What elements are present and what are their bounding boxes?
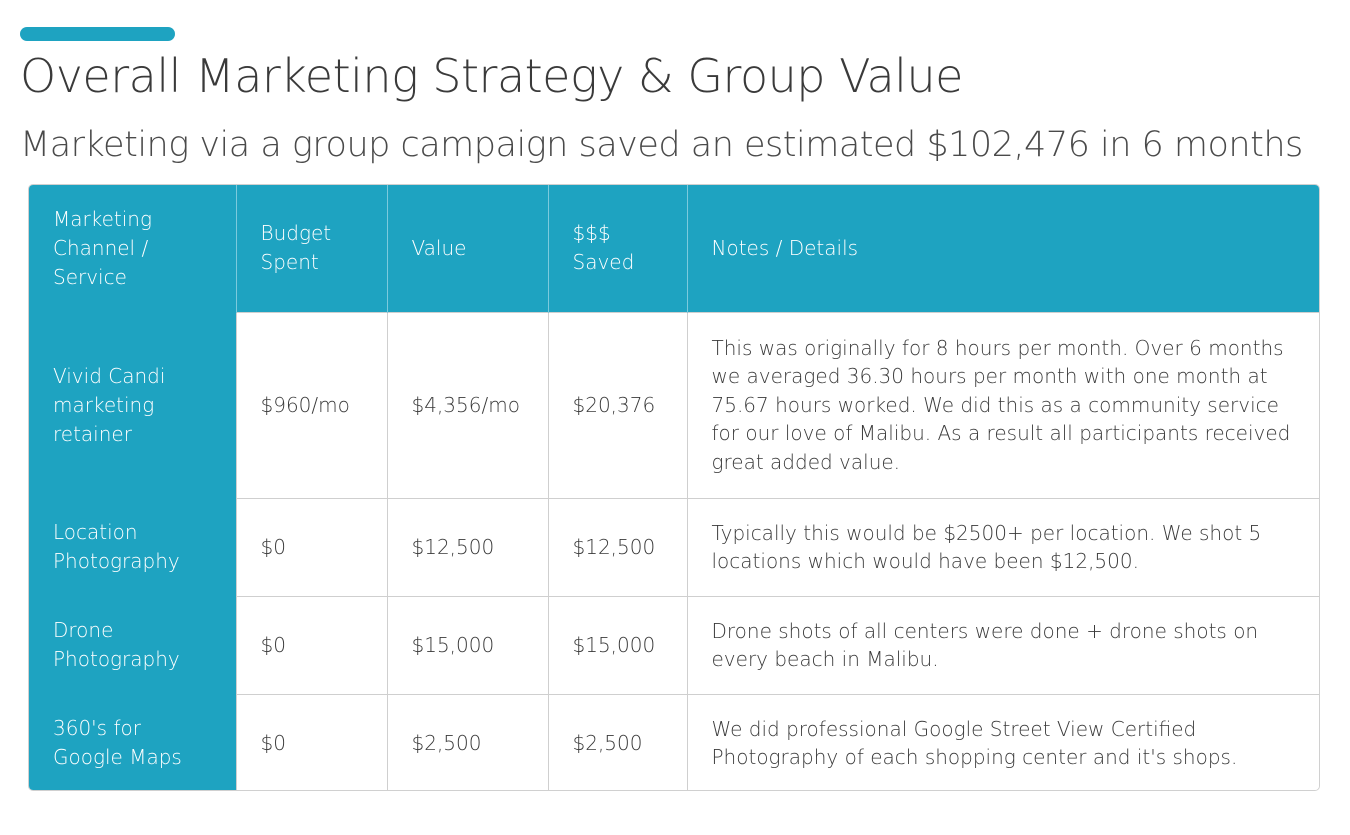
notes-cell: Typically this would be $2500+ per locat… bbox=[686, 497, 1319, 596]
column-header-channel: Marketing Channel / Service bbox=[29, 185, 236, 312]
table-row: Location Photography $0 $12,500 $12,500 … bbox=[29, 497, 1319, 596]
budget-cell: $0 bbox=[235, 497, 387, 596]
saved-cell: $20,376 bbox=[547, 311, 687, 498]
column-header-saved: $$$ Saved bbox=[547, 185, 687, 312]
page-title: Overall Marketing Strategy & Group Value bbox=[20, 49, 963, 103]
channel-cell: Location Photography bbox=[29, 497, 236, 596]
value-cell: $15,000 bbox=[386, 595, 548, 694]
channel-cell: 360's for Google Maps bbox=[29, 693, 236, 790]
budget-cell: $960/mo bbox=[235, 311, 387, 498]
marketing-value-table: Marketing Channel / Service Budget Spent… bbox=[28, 184, 1320, 791]
channel-cell: Drone Photography bbox=[29, 595, 236, 694]
table-row: Drone Photography $0 $15,000 $15,000 Dro… bbox=[29, 595, 1319, 694]
page-subtitle: Marketing via a group campaign saved an … bbox=[20, 125, 1303, 165]
column-header-budget: Budget Spent bbox=[235, 185, 387, 312]
notes-cell: We did professional Google Street View C… bbox=[686, 693, 1319, 790]
column-header-value: Value bbox=[386, 185, 548, 312]
saved-cell: $15,000 bbox=[547, 595, 687, 694]
saved-cell: $2,500 bbox=[547, 693, 687, 790]
value-cell: $12,500 bbox=[386, 497, 548, 596]
value-cell: $4,356/mo bbox=[386, 311, 548, 498]
saved-cell: $12,500 bbox=[547, 497, 687, 596]
table-row: 360's for Google Maps $0 $2,500 $2,500 W… bbox=[29, 693, 1319, 790]
budget-cell: $0 bbox=[235, 595, 387, 694]
value-cell: $2,500 bbox=[386, 693, 548, 790]
column-header-notes: Notes / Details bbox=[686, 185, 1319, 312]
table-header-row: Marketing Channel / Service Budget Spent… bbox=[29, 185, 1319, 312]
notes-cell: Drone shots of all centers were done + d… bbox=[686, 595, 1319, 694]
budget-cell: $0 bbox=[235, 693, 387, 790]
accent-bar bbox=[20, 27, 175, 41]
channel-cell: Vivid Candi marketing retainer bbox=[29, 311, 236, 498]
notes-cell: This was originally for 8 hours per mont… bbox=[686, 311, 1319, 498]
table-row: Vivid Candi marketing retainer $960/mo $… bbox=[29, 311, 1319, 498]
